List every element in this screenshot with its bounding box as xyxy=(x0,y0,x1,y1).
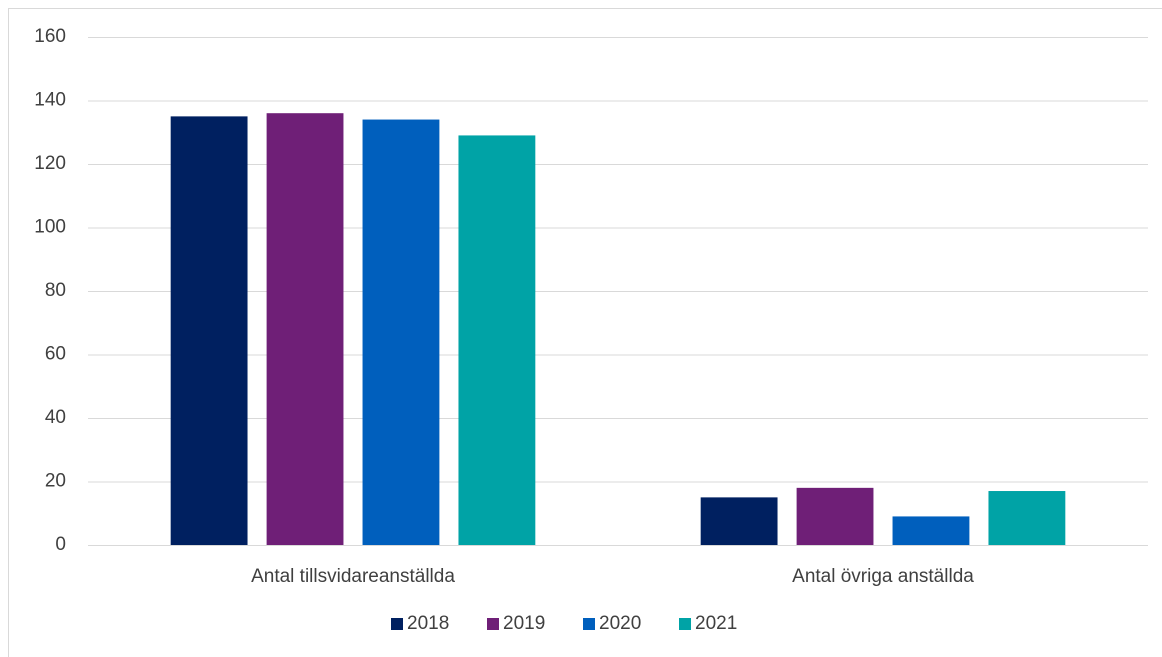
bar xyxy=(988,491,1066,545)
y-tick-label: 100 xyxy=(34,217,66,238)
y-tick-label: 160 xyxy=(34,26,66,47)
legend-label: 2019 xyxy=(503,613,545,634)
y-tick-label: 20 xyxy=(45,471,66,492)
y-tick-label: 60 xyxy=(45,344,66,365)
bar xyxy=(362,119,440,546)
legend-label: 2018 xyxy=(407,613,449,634)
x-tick-label: Antal övriga anställda xyxy=(792,566,974,587)
legend-swatch xyxy=(487,618,499,630)
bar xyxy=(700,497,778,545)
legend-label: 2021 xyxy=(695,613,737,634)
y-tick-label: 120 xyxy=(34,153,66,174)
y-tick-label: 40 xyxy=(45,407,66,428)
bar xyxy=(458,135,536,546)
y-tick-label: 80 xyxy=(45,280,66,301)
bar xyxy=(892,516,970,545)
legend-label: 2020 xyxy=(599,613,641,634)
bar xyxy=(796,487,874,545)
y-tick-label: 0 xyxy=(55,534,66,555)
bar xyxy=(266,113,344,545)
y-tick-label: 140 xyxy=(34,90,66,111)
legend-swatch xyxy=(679,618,691,630)
legend-swatch xyxy=(583,618,595,630)
legend-swatch xyxy=(391,618,403,630)
x-tick-label: Antal tillsvidareanställda xyxy=(251,566,455,587)
bar xyxy=(170,116,248,545)
